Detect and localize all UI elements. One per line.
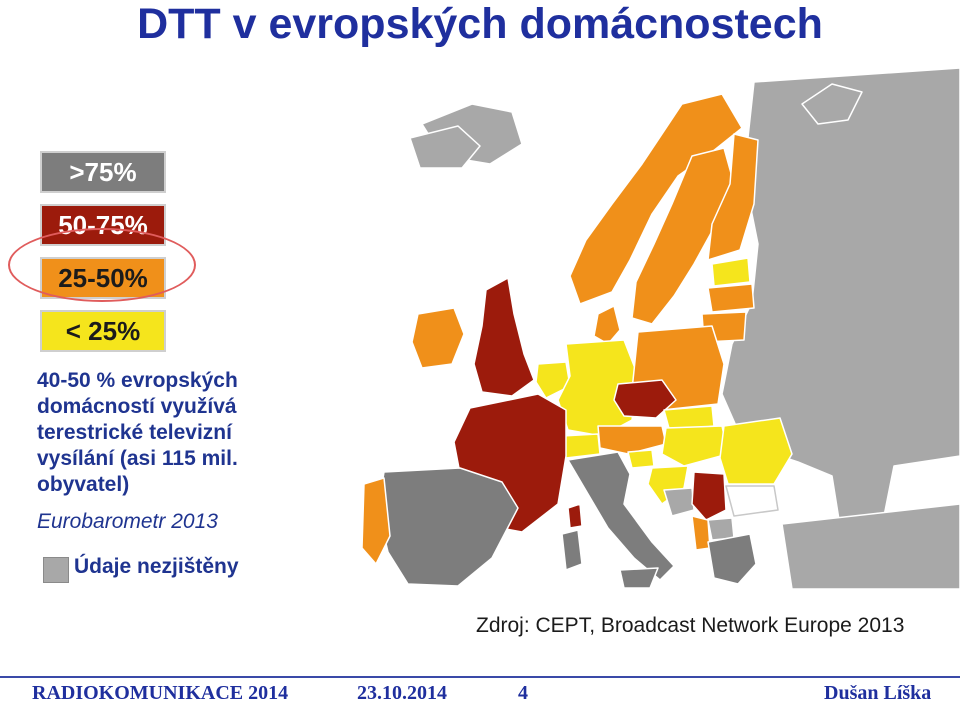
footer-page-number: 4 (518, 682, 528, 704)
europe-map (362, 67, 960, 589)
region-austria (597, 425, 667, 455)
region-czech-republic (613, 379, 677, 419)
region-greece (707, 533, 757, 585)
region-benelux (535, 361, 571, 399)
legend-item-over-75: >75% (40, 151, 166, 193)
legend-label: >75% (69, 156, 137, 187)
region-romania (719, 417, 793, 485)
description: 40-50 % evropských domácností využívá te… (37, 368, 297, 498)
region-estonia (711, 257, 751, 287)
footer-divider (0, 676, 960, 678)
region-norway (569, 93, 743, 305)
region-hungary (661, 425, 729, 467)
region-portugal (362, 477, 391, 565)
region-latvia (707, 283, 755, 313)
region-slovenia (627, 449, 655, 469)
legend-label: < 25% (65, 315, 141, 346)
no-data-swatch (43, 557, 69, 583)
no-data-label: Údaje nezjištěny (74, 555, 239, 578)
region-albania (691, 515, 711, 551)
region-bosnia (663, 487, 695, 517)
region-sardinia (561, 529, 583, 571)
description-line: 40-50 % evropských (37, 369, 238, 392)
region-italy (567, 451, 675, 581)
description-source: Eurobarometr 2013 (37, 510, 218, 533)
region-bulgaria (725, 485, 779, 517)
region-turkey-edge (781, 503, 960, 589)
region-spain (377, 467, 519, 587)
source-note: Zdroj: CEPT, Broadcast Network Europe 20… (476, 614, 905, 637)
legend-item-under-25: < 25% (40, 310, 166, 352)
region-corsica (567, 503, 583, 529)
description-line: vysílání (asi 115 mil. (37, 447, 238, 470)
footer-date: 23.10.2014 (357, 682, 447, 704)
region-sicily (619, 567, 659, 589)
highlight-ring (8, 228, 196, 302)
region-finland (707, 133, 759, 261)
description-line: domácností využívá (37, 395, 237, 418)
region-iceland (409, 125, 481, 169)
region-macedonia (707, 517, 735, 541)
description-line: terestrické televizní (37, 421, 232, 444)
footer-org: RADIOKOMUNIKACE 2014 (32, 682, 289, 704)
region-ireland (411, 307, 465, 369)
region-serbia (691, 471, 727, 521)
region-denmark (593, 305, 621, 345)
slide-title: DTT v evropských domácnostech (137, 0, 823, 48)
region-arctic-islands (801, 83, 863, 125)
region-switzerland (561, 433, 601, 459)
description-line: obyvatel) (37, 473, 130, 496)
footer-author: Dušan Líška (824, 682, 932, 704)
region-uk (473, 277, 535, 397)
